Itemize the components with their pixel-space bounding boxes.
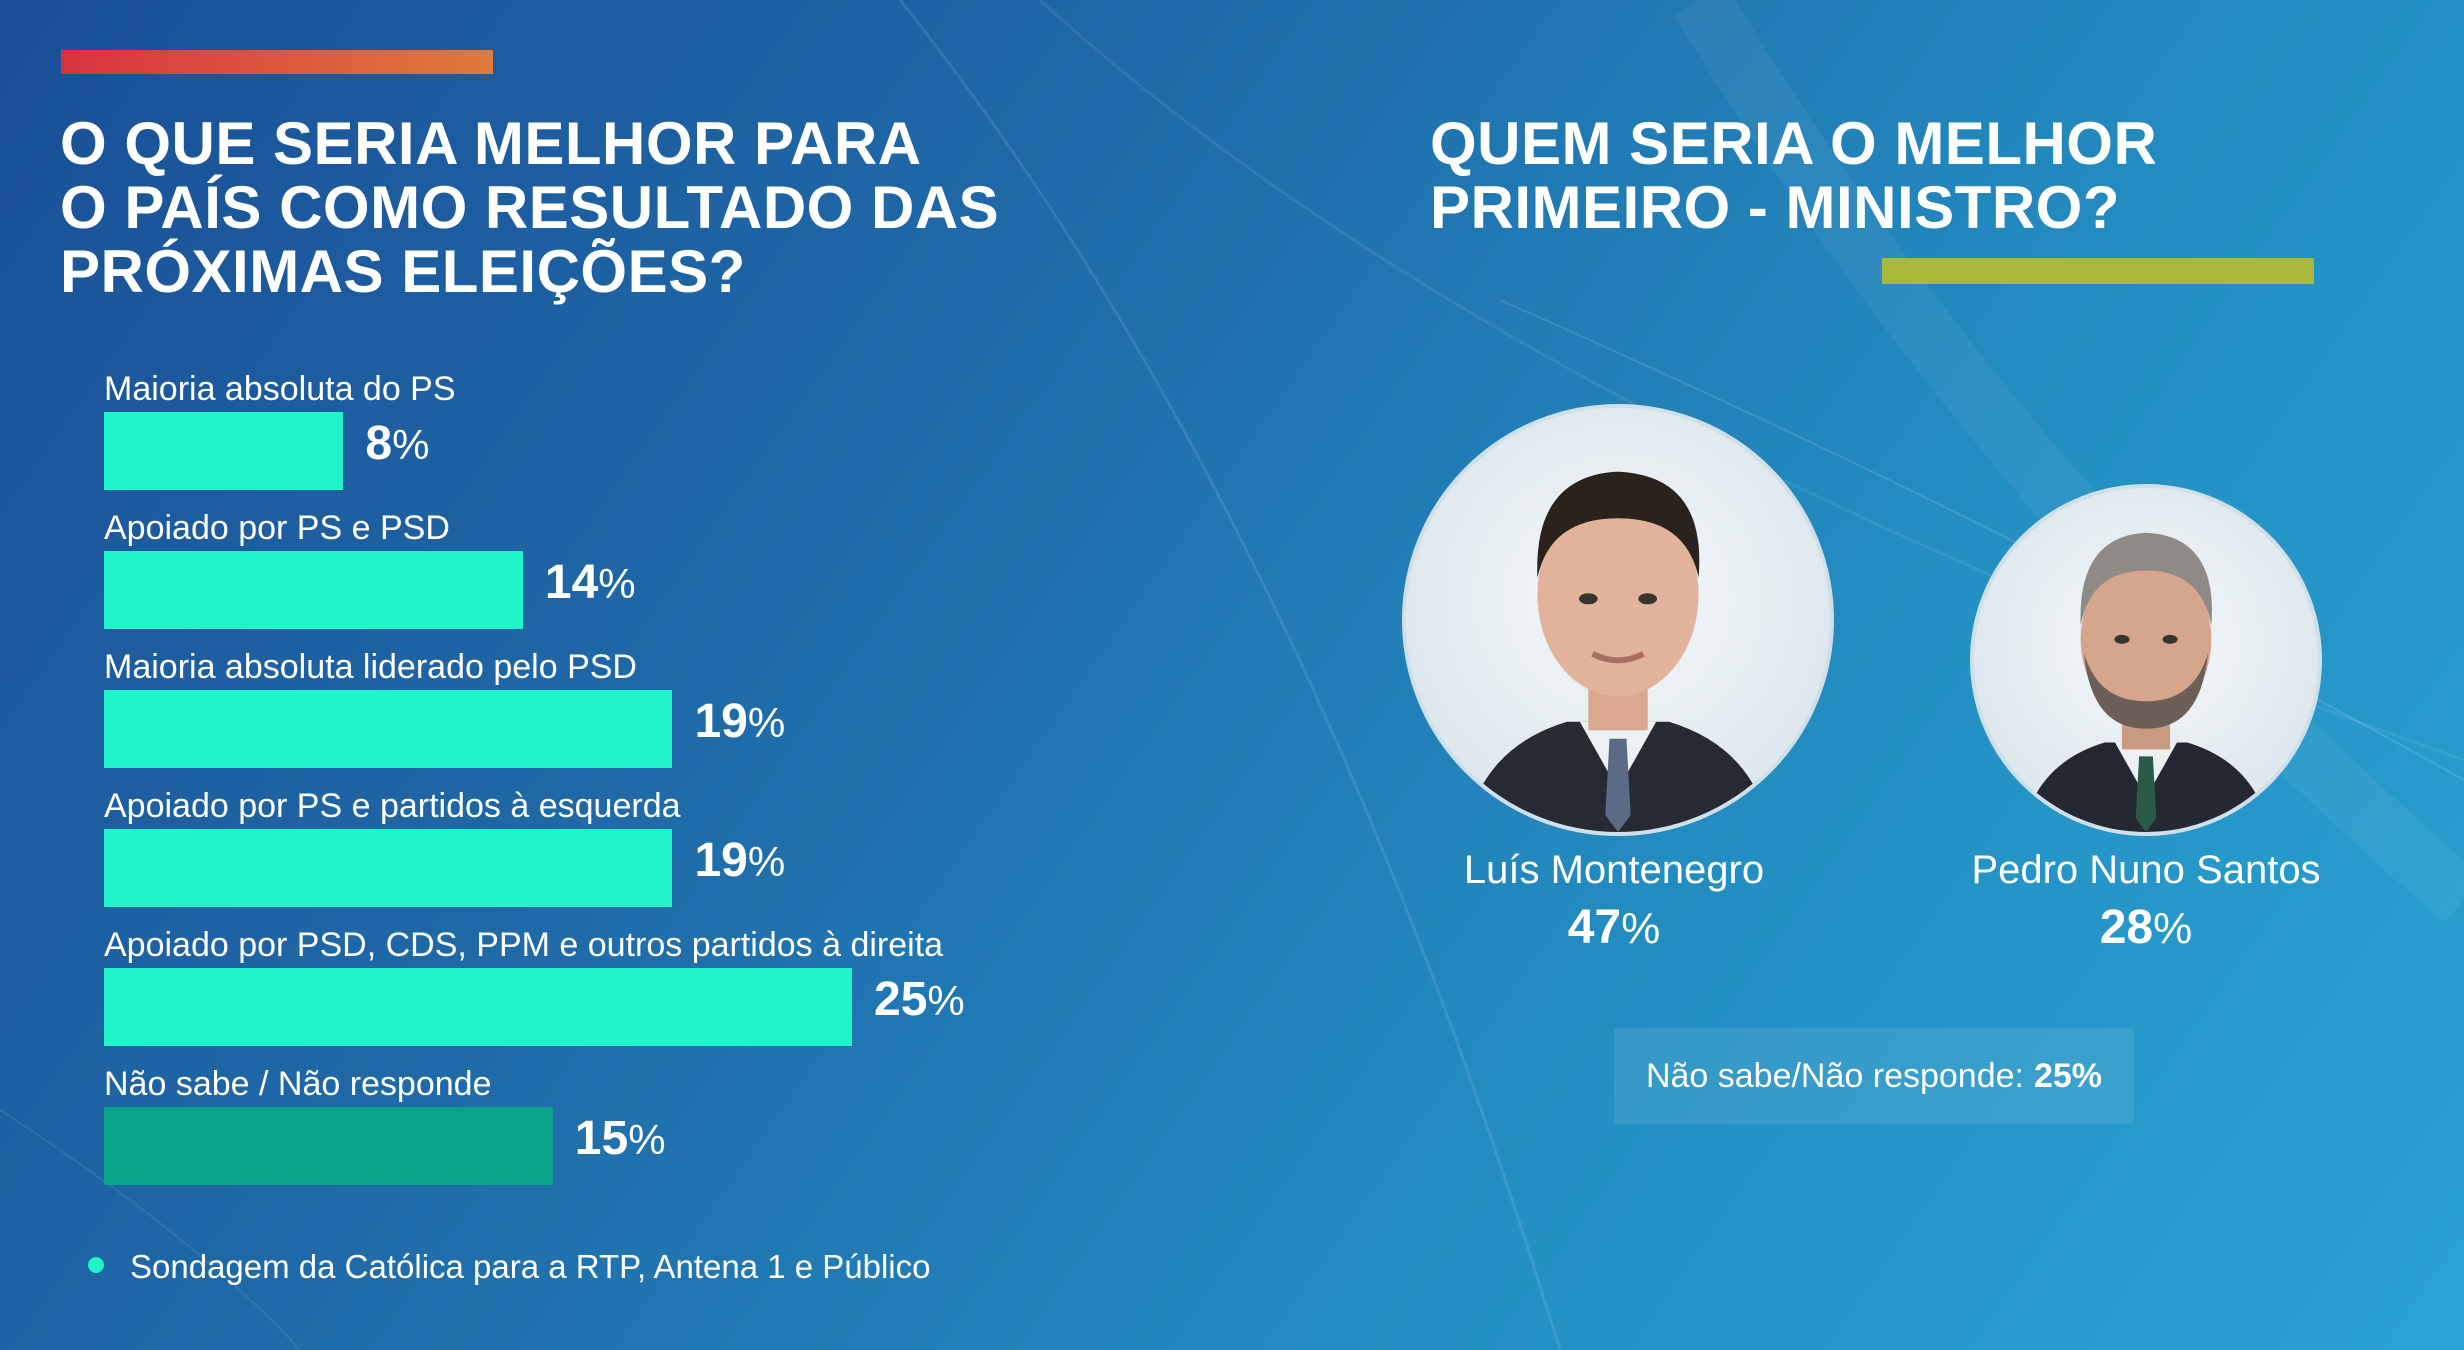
accent-bar-left	[61, 50, 493, 74]
percent-sign: %	[747, 838, 786, 885]
bar-row: Apoiado por PSD, CDS, PPM e outros parti…	[104, 916, 1104, 1054]
bar-data-label: 25%	[874, 972, 965, 1027]
bar-row: Maioria absoluta do PS 8%	[104, 360, 1104, 498]
percent-sign: %	[2153, 904, 2193, 953]
bar-category-label: Apoiado por PSD, CDS, PPM e outros parti…	[104, 926, 944, 964]
bar-value-number: 19	[694, 834, 748, 887]
bar-category-label: Apoiado por PS e partidos à esquerda	[104, 787, 681, 825]
bar-row: Não sabe / Não responde 15%	[104, 1055, 1104, 1193]
bar-data-label: 19%	[694, 694, 785, 749]
percent-sign: %	[628, 1116, 666, 1163]
bar	[104, 690, 673, 768]
candidate-value: 47	[1567, 901, 1622, 954]
percent-sign: %	[927, 977, 965, 1024]
percent-sign: %	[392, 421, 430, 468]
right-chart-title: QUEM SERIA O MELHOR PRIMEIRO - MINISTRO?	[1430, 110, 2158, 241]
bar-category-label: Não sabe / Não responde	[104, 1065, 492, 1103]
bar-value-number: 8	[365, 417, 393, 470]
footnote: Sondagem da Católica para a RTP, Antena …	[88, 1248, 931, 1286]
bar	[104, 1107, 553, 1185]
candidate-photo-pedro-nuno-santos	[1970, 484, 2322, 836]
bar-row: Apoiado por PS e partidos à esquerda 19%	[104, 777, 1104, 915]
bar	[104, 551, 523, 629]
accent-bar-right	[1882, 258, 2314, 284]
footnote-text: Sondagem da Católica para a RTP, Antena …	[130, 1248, 931, 1285]
left-chart-title: O QUE SERIA MELHOR PARA O PAÍS COMO RESU…	[60, 110, 1000, 305]
bar	[104, 968, 852, 1046]
bar-row: Apoiado por PS e PSD 14%	[104, 499, 1104, 637]
candidate-name: Luís Montenegro	[1463, 848, 1765, 892]
bar-category-label: Maioria absoluta do PS	[104, 370, 456, 408]
bar-value-number: 15	[574, 1112, 629, 1165]
percent-sign: %	[747, 699, 786, 746]
bar-data-label: 15%	[575, 1111, 666, 1166]
candidate-value: 28	[2099, 901, 2154, 954]
bullet-dot-icon	[88, 1257, 104, 1274]
candidate-percentage: 47%	[1364, 900, 1864, 955]
percent-sign: %	[1621, 904, 1661, 953]
bar-chart: Maioria absoluta do PS 8% Apoiado por PS e…	[104, 360, 1104, 1200]
candidate-percentage: 28%	[1896, 900, 2396, 955]
bar	[104, 829, 673, 907]
person-portrait-icon	[1465, 471, 1771, 832]
bar-data-label: 14%	[545, 555, 636, 610]
bar-category-label: Apoiado por PS e PSD	[104, 509, 450, 547]
no-answer-box: Não sabe/Não responde: 25%	[1614, 1028, 2134, 1124]
bar	[104, 412, 344, 490]
bar-row: Maioria absoluta liderado pelo PSD 19%	[104, 638, 1104, 776]
bar-value-number: 25	[874, 973, 928, 1026]
percent-sign: %	[598, 560, 636, 607]
bar-value-number: 14	[544, 556, 599, 609]
no-answer-value: 25%	[2033, 1056, 2103, 1095]
bar-category-label: Maioria absoluta liderado pelo PSD	[104, 648, 637, 686]
person-portrait-icon	[2022, 532, 2270, 832]
candidate-name: Pedro Nuno Santos	[1971, 848, 2321, 892]
no-answer-label: Não sabe/Não responde:	[1645, 1056, 2024, 1095]
bar-data-label: 8%	[365, 416, 429, 471]
bar-data-label: 19%	[694, 833, 785, 888]
bar-value-number: 19	[694, 695, 748, 748]
candidate-photo-montenegro	[1402, 404, 1834, 836]
